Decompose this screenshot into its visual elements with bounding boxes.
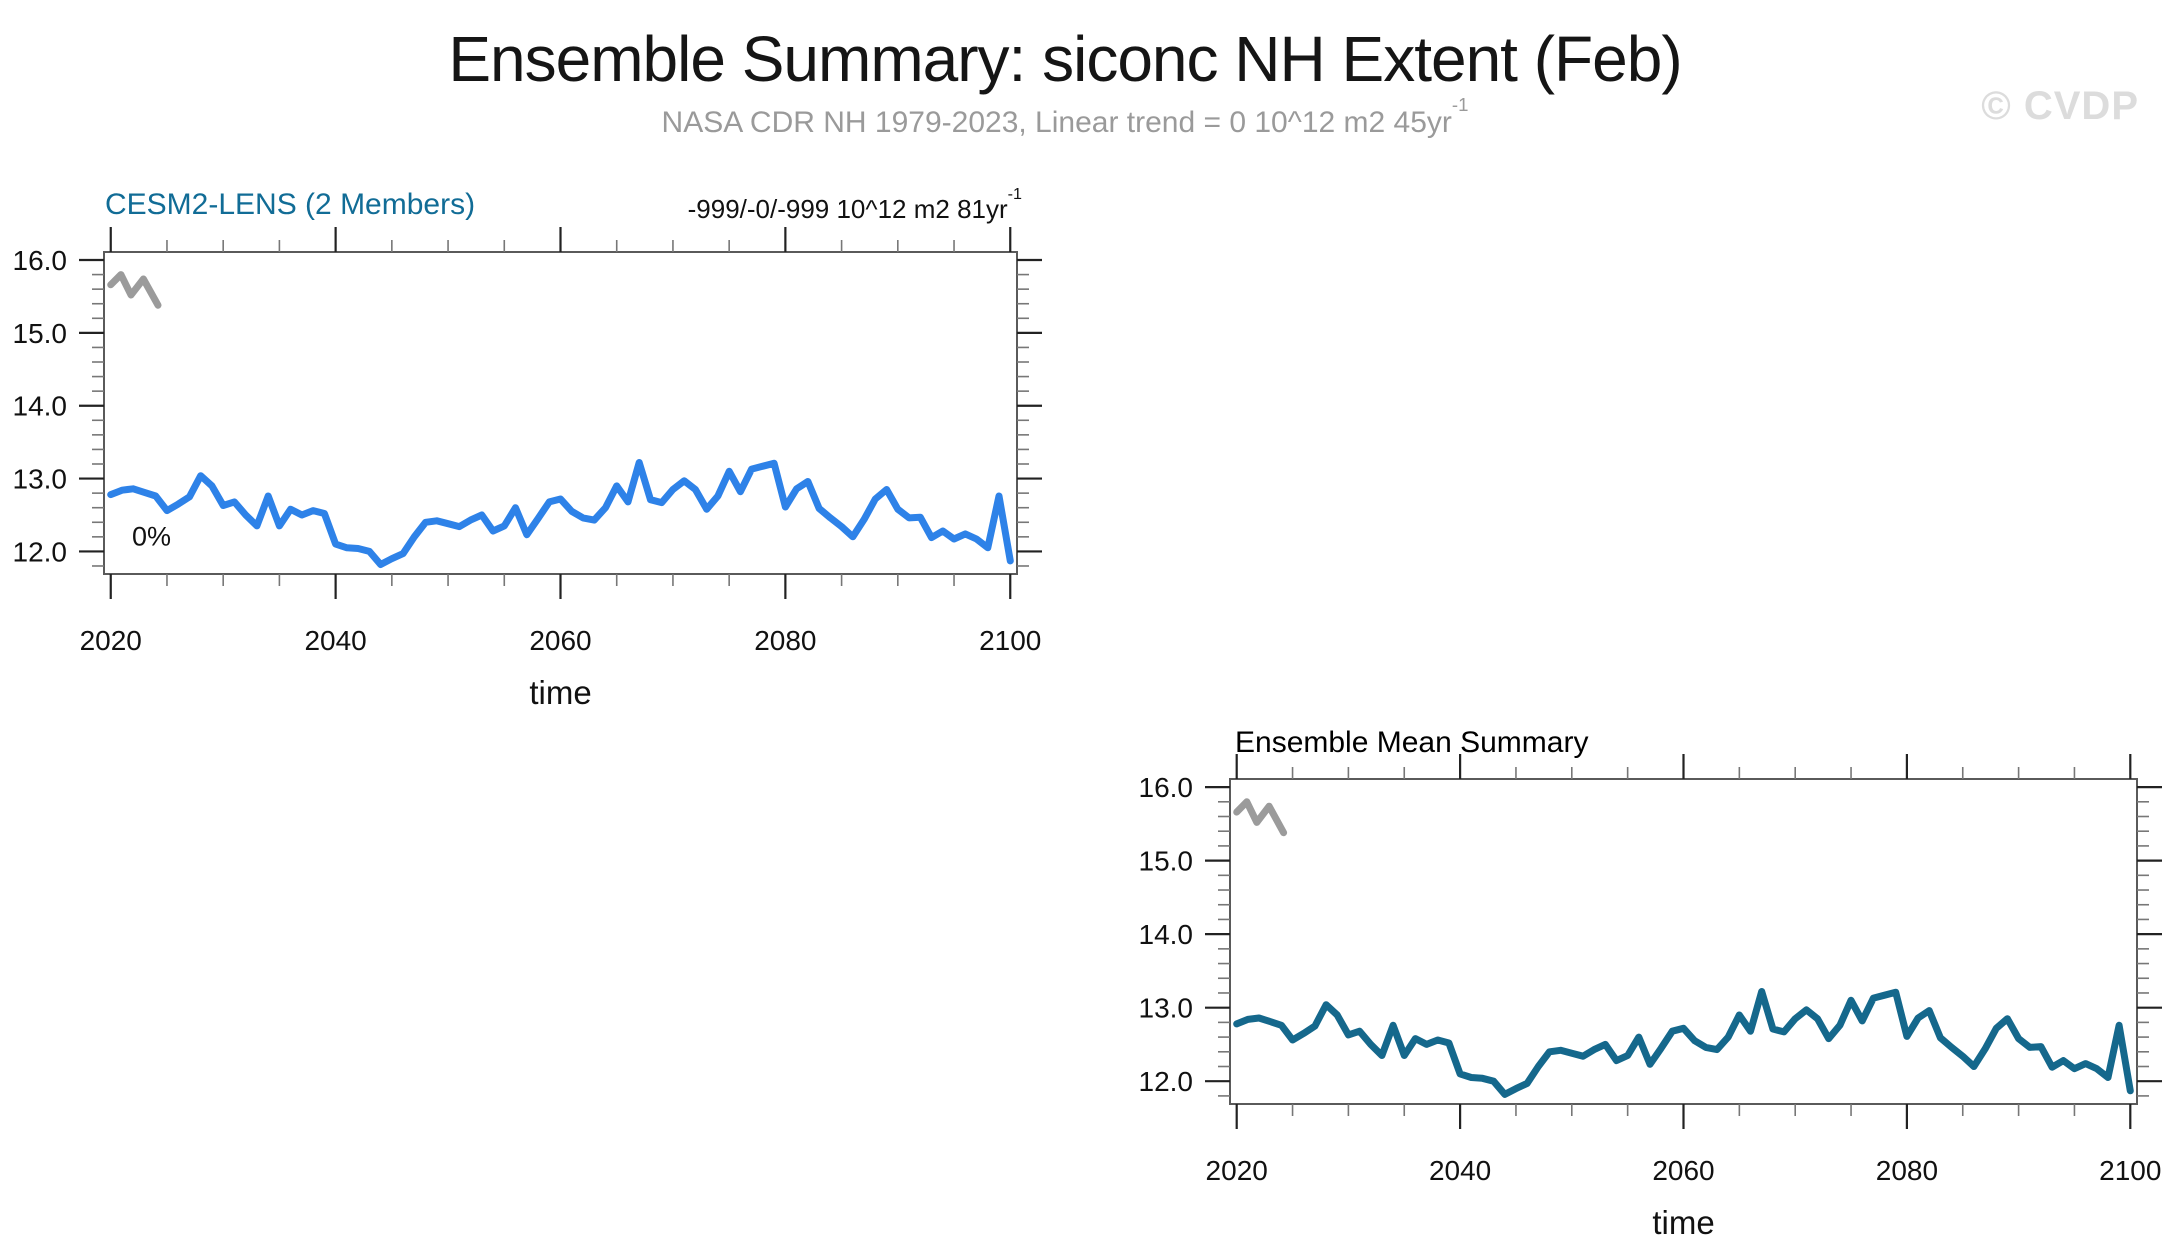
x-tick-label: 2060 [529,625,591,656]
x-tick-label: 2040 [304,625,366,656]
subtitle-text: NASA CDR NH 1979-2023, Linear trend = 0 … [661,106,1452,139]
series-line [1233,798,1288,837]
y-tick-label: 16.0 [13,245,68,276]
y-tick-label: 15.0 [1139,846,1194,877]
trend-superscript: -1 [1007,185,1022,204]
cesm2-lens-plot: 2020 2040 2060 2080 2100 12.0 13.0 14.0 15.0 16.0… [13,227,1042,711]
y-tick-label: 14.0 [13,391,68,422]
plot-frame [1229,778,2138,1105]
y-tick-label: 13.0 [13,464,68,495]
x-tick-label: 2080 [1876,1155,1938,1186]
x-tick-label: 2100 [2099,1155,2161,1186]
x-tick-label: 2020 [1206,1155,1268,1186]
series-line [107,271,162,309]
figure-title: Ensemble Summary: siconc NH Extent (Feb) [448,23,1682,95]
plot-frame [103,251,1018,575]
y-tick-label: 14.0 [1139,919,1194,950]
y-tick-label: 16.0 [1139,772,1194,803]
y-tick-label: 12.0 [1139,1066,1194,1097]
x-tick-label: 2080 [754,625,816,656]
x-axis-label: time [1652,1204,1714,1241]
subtitle-superscript: -1 [1451,93,1469,115]
y-tick-label: 15.0 [13,318,68,349]
series-line [107,459,1014,568]
trend-text: -999/-0/-999 10^12 m2 81yr [687,194,1008,224]
figure-header: Ensemble Summary: siconc NH Extent (Feb)… [0,0,2130,140]
trend-annotation: -999/-0/-999 10^12 m2 81yr-1 [0,185,1022,225]
inset-percent-label: 0% [132,522,171,552]
chart-title: Ensemble Mean Summary [1235,726,1589,759]
x-tick-label: 2040 [1429,1155,1491,1186]
chart-panel-cesm2-lens: 2020 2040 2060 2080 2100 12.0 13.0 14.0 15.0 16.0… [0,160,1120,740]
chart-panel-ensemble-mean: 2020 2040 2060 2080 2100 12.0 13.0 14.0 15.0 16.0… [1120,690,2183,1249]
cvdp-watermark: © CVDP [1981,84,2139,128]
ensemble-mean-plot: 2020 2040 2060 2080 2100 12.0 13.0 14.0 15.0 16.0… [1139,754,2162,1241]
x-tick-label: 2100 [979,625,1041,656]
x-tick-label: 2020 [80,625,142,656]
y-tick-label: 12.0 [13,536,68,567]
chart-title: CESM2-LENS (2 Members) [105,188,476,221]
x-axis-label: time [529,674,591,711]
y-tick-label: 13.0 [1139,993,1194,1024]
series-line [1233,988,2134,1098]
x-tick-label: 2060 [1652,1155,1714,1186]
figure-subtitle: NASA CDR NH 1979-2023, Linear trend = 0 … [0,94,2130,140]
